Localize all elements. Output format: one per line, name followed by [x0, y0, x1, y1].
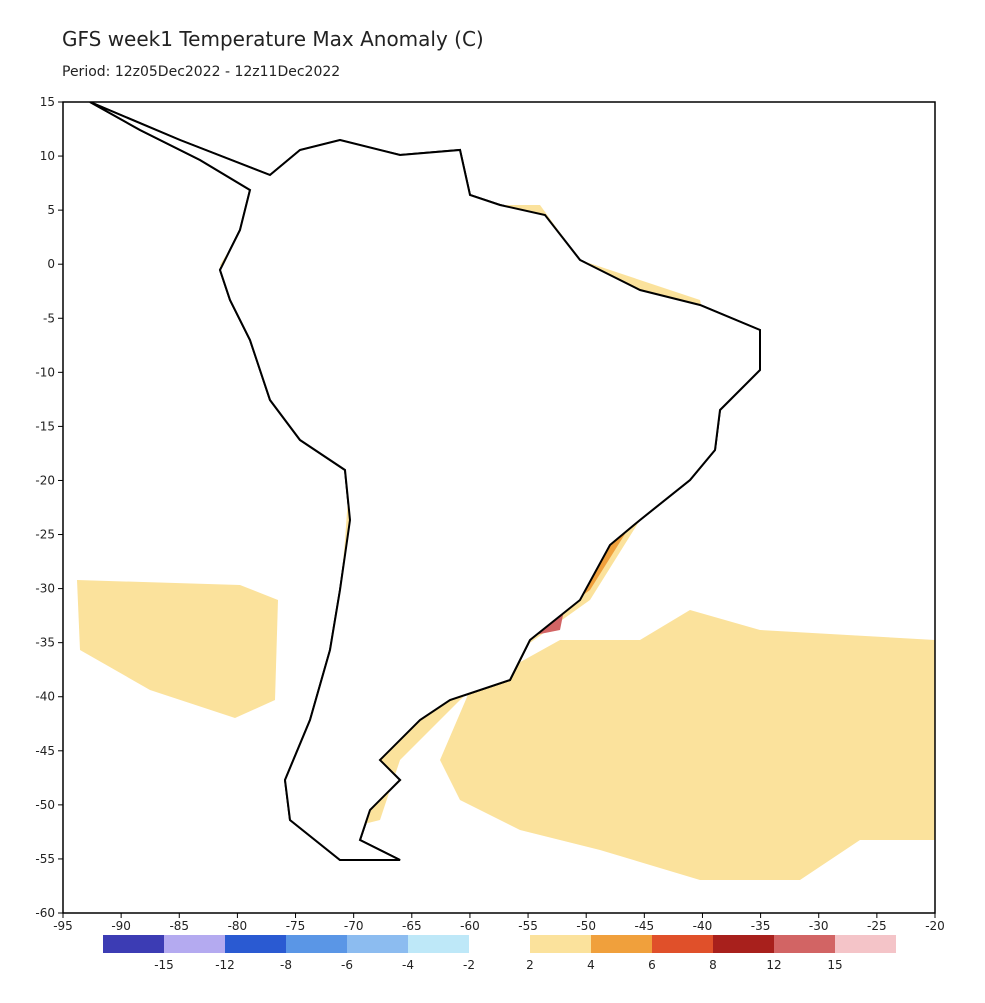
- colorbar-swatch: [164, 935, 225, 953]
- x-tick-label: -45: [635, 919, 655, 933]
- title: GFS week1 Temperature Max Anomaly (C): [62, 27, 484, 51]
- x-tick-label: -80: [228, 919, 248, 933]
- colorbar-label: -4: [402, 958, 414, 972]
- y-tick-label: 0: [47, 257, 55, 271]
- colorbar-label: -2: [463, 958, 475, 972]
- y-tick-label: -60: [35, 906, 55, 920]
- y-tick-label: -25: [35, 528, 55, 542]
- x-tick-label: -40: [693, 919, 713, 933]
- y-tick-label: -50: [35, 798, 55, 812]
- x-tick-label: -90: [111, 919, 131, 933]
- colorbar-swatch: [225, 935, 286, 953]
- colorbar: -15 -12 -8 -6 -4 -2 2 4 6 8 12 15: [103, 935, 896, 972]
- colorbar-label: -6: [341, 958, 353, 972]
- x-tick-label: -70: [344, 919, 364, 933]
- colorbar-swatch: [713, 935, 774, 953]
- colorbar-label: -12: [215, 958, 235, 972]
- colorbar-swatch: [103, 935, 164, 953]
- y-tick-label: -45: [35, 744, 55, 758]
- y-tick-label: 10: [40, 149, 55, 163]
- colorbar-label: 4: [587, 958, 595, 972]
- y-tick-label: -5: [43, 311, 55, 325]
- colorbar-swatch: [530, 935, 591, 953]
- colorbar-swatch: [408, 935, 469, 953]
- ocean-anomaly-east: [440, 610, 935, 880]
- y-tick-label: -10: [35, 365, 55, 379]
- y-tick-label: -30: [35, 582, 55, 596]
- x-tick-label: -30: [809, 919, 829, 933]
- y-tick-label: -15: [35, 419, 55, 433]
- x-tick-label: -50: [576, 919, 596, 933]
- ocean-anomaly-west: [77, 580, 278, 718]
- y-tick-label: -55: [35, 852, 55, 866]
- colorbar-label: 6: [648, 958, 656, 972]
- x-tick-label: -25: [867, 919, 887, 933]
- subtitle: Period: 12z05Dec2022 - 12z11Dec2022: [62, 64, 340, 80]
- y-tick-label: -35: [35, 636, 55, 650]
- plot-frame: [62, 101, 936, 914]
- x-tick-label: -85: [169, 919, 189, 933]
- x-tick-label: -35: [751, 919, 771, 933]
- x-tick-label: -60: [460, 919, 480, 933]
- colorbar-label: 8: [709, 958, 717, 972]
- x-tick-label: -75: [286, 919, 306, 933]
- colorbar-label: -8: [280, 958, 292, 972]
- colorbar-label: 15: [827, 958, 842, 972]
- map-layers: [63, 102, 935, 913]
- colorbar-swatch: [835, 935, 896, 953]
- y-tick-label: -40: [35, 690, 55, 704]
- colorbar-swatch: [347, 935, 408, 953]
- colorbar-swatch: [286, 935, 347, 953]
- colorbar-swatch: [652, 935, 713, 953]
- colorbar-label: 12: [766, 958, 781, 972]
- axes: -95 -90 -85 -80 -75 -70 -65 -60 -55 -50 -45 -40 -35-…: [35, 95, 944, 933]
- colorbar-label: 2: [526, 958, 534, 972]
- x-tick-label: -20: [925, 919, 945, 933]
- colorbar-swatch: [774, 935, 835, 953]
- colorbar-label: -15: [154, 958, 174, 972]
- x-tick-label: -95: [53, 919, 73, 933]
- y-tick-label: 5: [47, 203, 55, 217]
- colorbar-swatch: [591, 935, 652, 953]
- y-tick-label: 15: [40, 95, 55, 109]
- y-tick-label: -20: [35, 473, 55, 487]
- x-tick-label: -55: [518, 919, 538, 933]
- x-tick-label: -65: [402, 919, 422, 933]
